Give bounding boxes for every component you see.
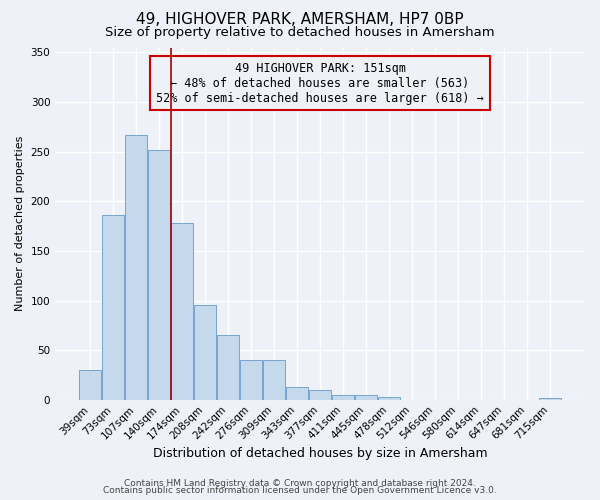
Bar: [263, 360, 285, 400]
Bar: [79, 370, 101, 400]
Bar: [171, 223, 193, 400]
Bar: [217, 335, 239, 400]
Bar: [125, 135, 147, 400]
Bar: [286, 387, 308, 400]
Text: Contains public sector information licensed under the Open Government Licence v3: Contains public sector information licen…: [103, 486, 497, 495]
Text: 49, HIGHOVER PARK, AMERSHAM, HP7 0BP: 49, HIGHOVER PARK, AMERSHAM, HP7 0BP: [136, 12, 464, 28]
Bar: [102, 215, 124, 400]
Bar: [332, 395, 354, 400]
Text: 49 HIGHOVER PARK: 151sqm
← 48% of detached houses are smaller (563)
52% of semi-: 49 HIGHOVER PARK: 151sqm ← 48% of detach…: [156, 62, 484, 104]
Text: Contains HM Land Registry data © Crown copyright and database right 2024.: Contains HM Land Registry data © Crown c…: [124, 478, 476, 488]
Bar: [194, 306, 216, 400]
X-axis label: Distribution of detached houses by size in Amersham: Distribution of detached houses by size …: [153, 447, 487, 460]
Bar: [355, 395, 377, 400]
Bar: [309, 390, 331, 400]
Bar: [378, 396, 400, 400]
Bar: [240, 360, 262, 400]
Y-axis label: Number of detached properties: Number of detached properties: [15, 136, 25, 312]
Bar: [539, 398, 561, 400]
Bar: [148, 150, 170, 400]
Text: Size of property relative to detached houses in Amersham: Size of property relative to detached ho…: [105, 26, 495, 39]
